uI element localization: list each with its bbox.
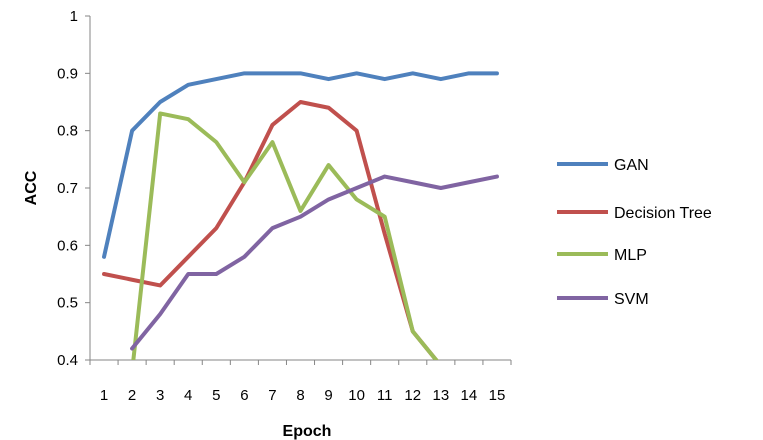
legend: GAN Decision Tree MLP SVM xyxy=(557,157,712,308)
series-line-svm xyxy=(130,174,499,351)
x-tick-label: 8 xyxy=(296,387,304,404)
y-tick-label: 0.8 xyxy=(57,123,78,140)
y-tick-label: 0.9 xyxy=(57,65,78,82)
series-lines xyxy=(102,71,499,360)
x-tick-label: 5 xyxy=(212,387,220,404)
x-tick-label: 3 xyxy=(156,387,164,404)
x-tick-label: 9 xyxy=(324,387,332,404)
series-line-mlp xyxy=(131,111,439,360)
x-tick-label: 15 xyxy=(489,387,506,404)
x-tick-label: 7 xyxy=(268,387,276,404)
x-tick-label: 2 xyxy=(128,387,136,404)
legend-label-svm: SVM xyxy=(614,291,649,308)
x-tick-label: 6 xyxy=(240,387,248,404)
x-axis-title: Epoch xyxy=(283,423,332,440)
y-tick-label: 0.6 xyxy=(57,237,78,254)
legend-label-decision-tree: Decision Tree xyxy=(614,205,712,222)
x-tick-label: 14 xyxy=(461,387,478,404)
x-tick-label: 4 xyxy=(184,387,192,404)
y-axis-title: ACC xyxy=(23,170,40,205)
y-tick-label: 0.7 xyxy=(57,180,78,197)
x-tick-label: 13 xyxy=(432,387,449,404)
legend-label-gan: GAN xyxy=(614,157,649,174)
x-tick-label: 1 xyxy=(100,387,108,404)
axis-labels: Epoch ACC xyxy=(23,170,331,440)
x-tick-label: 11 xyxy=(377,387,393,404)
x-tick-label: 12 xyxy=(404,387,421,404)
y-tick-label: 0.4 xyxy=(57,352,78,369)
series-line-decision-tree xyxy=(102,100,439,360)
axes: 0.40.50.60.70.80.911 2 3 4 5 6 7 8 9 10 11 12 13 14 15 xyxy=(57,8,512,404)
x-tick-label: 10 xyxy=(348,387,365,404)
y-tick-label: 1 xyxy=(70,8,78,25)
series-line-gan xyxy=(102,71,499,259)
y-tick-label: 0.5 xyxy=(57,295,78,312)
legend-label-mlp: MLP xyxy=(614,247,647,264)
